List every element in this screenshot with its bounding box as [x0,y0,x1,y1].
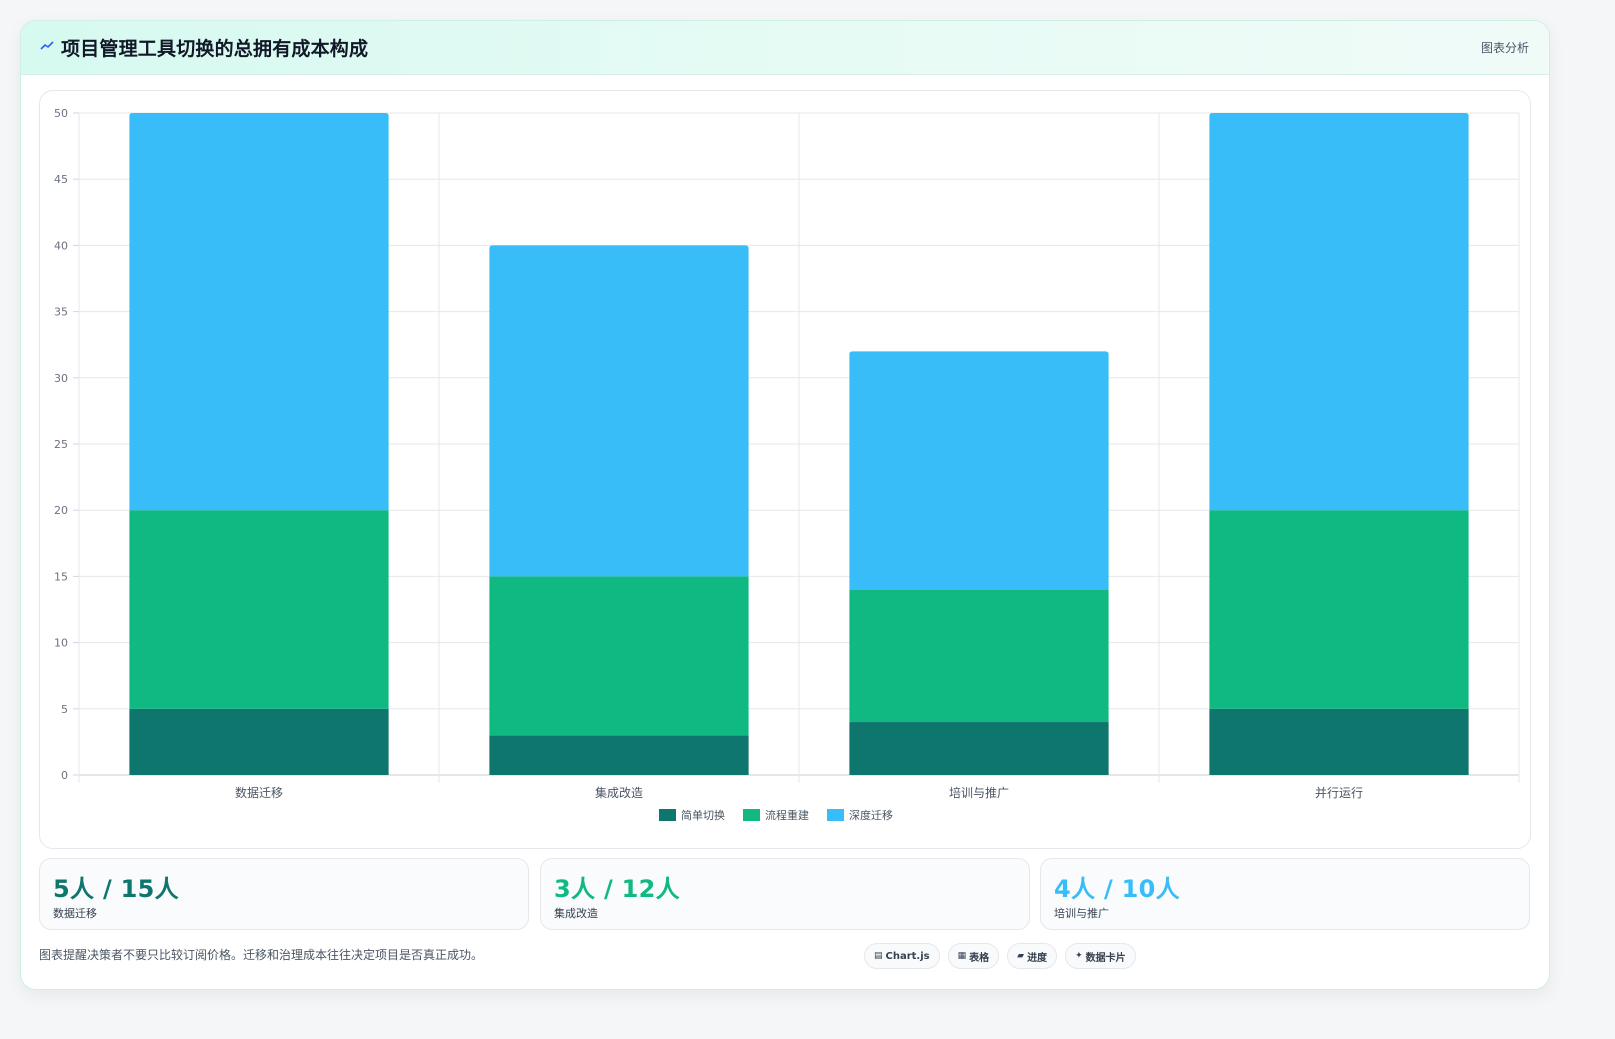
bar-segment [129,708,389,775]
y-tick-label: 10 [54,637,68,650]
x-tick-label: 集成改造 [595,785,643,800]
x-tick-label: 并行运行 [1315,786,1363,800]
y-tick-label: 15 [54,570,68,583]
chart-panel: 0 5 10 15 20 25 30 35 40 45 50 数据迁移 集成改造 培训与推广 并行运行简单切… [39,90,1531,849]
chip-label: Chart.js [885,950,930,962]
page-title: 项目管理工具切换的总拥有成本构成 [61,38,369,60]
chip-row: ▤ Chart.js ▦ 表格 ▰ 进度 ✦ 数据卡片 [864,943,1136,969]
y-tick-label: 5 [61,703,68,716]
y-tick-label: 25 [54,438,68,451]
x-tick-label: 数据迁移 [235,785,283,800]
legend-swatch [827,809,844,821]
footer-note: 图表提醒决策者不要只比较订阅价格。迁移和治理成本往往决定项目是否真正成功。 [39,948,484,962]
stacked-bar-chart: 0 5 10 15 20 25 30 35 40 45 50 数据迁移 集成改造 培训与推广 并行运行简单切… [54,107,1520,822]
y-tick-label: 30 [54,372,68,385]
bar-segment [1209,113,1469,511]
legend-label: 流程重建 [765,808,809,822]
x-tick-label: 培训与推广 [949,785,1009,800]
stat-value: 3人 / 12人 [554,875,680,903]
bar-segment [489,245,749,577]
stat-card-training: 4人 / 10人 培训与推广 [1040,858,1530,930]
trend-line-icon [40,38,54,54]
legend-swatch [743,809,760,821]
card-header: 项目管理工具切换的总拥有成本构成 图表分析 [21,21,1549,75]
legend-label: 简单切换 [681,808,725,822]
chip-label: 表格 [969,952,990,964]
bar-segment [489,735,749,775]
y-tick-label: 45 [54,173,68,186]
bar-segment [849,589,1109,723]
y-tick-label: 0 [61,769,68,782]
chip-chartjs[interactable]: ▤ Chart.js [864,943,940,969]
bar-segment [849,351,1109,590]
legend-swatch [659,809,676,821]
stat-label: 集成改造 [554,907,598,920]
stat-value: 4人 / 10人 [1054,875,1180,903]
bar-segment [1209,708,1469,775]
bar-segment [129,510,389,709]
legend-label: 深度迁移 [849,808,893,822]
bar-segment [489,576,749,736]
chip-progress[interactable]: ▰ 进度 [1007,943,1058,969]
data-card-icon: ✦ [1075,951,1083,961]
stat-label: 培训与推广 [1054,907,1109,920]
table-icon: ▦ [957,951,967,961]
chip-label: 进度 [1027,952,1048,964]
chart-analysis-tag: 图表分析 [1480,41,1529,55]
chip-table[interactable]: ▦ 表格 [947,943,1000,969]
stat-card-data-migration: 5人 / 15人 数据迁移 [39,858,529,930]
chip-label: 数据卡片 [1085,952,1126,964]
stat-label: 数据迁移 [53,907,97,920]
y-tick-label: 50 [54,107,68,120]
chart-card: 项目管理工具切换的总拥有成本构成 图表分析 0 5 10 15 20 25 30 35 40 45… [20,20,1550,990]
y-tick-label: 40 [54,239,68,252]
bar-segment [129,113,389,511]
bar-segment [849,722,1109,775]
chart-icon: ▤ [874,951,883,961]
progress-icon: ▰ [1017,951,1025,961]
stat-value: 5人 / 15人 [53,875,179,903]
bar-segment [1209,510,1469,709]
y-tick-label: 35 [54,306,68,319]
y-tick-label: 20 [54,504,68,517]
chip-data-card[interactable]: ✦ 数据卡片 [1065,943,1136,969]
stat-card-integration: 3人 / 12人 集成改造 [540,858,1030,930]
